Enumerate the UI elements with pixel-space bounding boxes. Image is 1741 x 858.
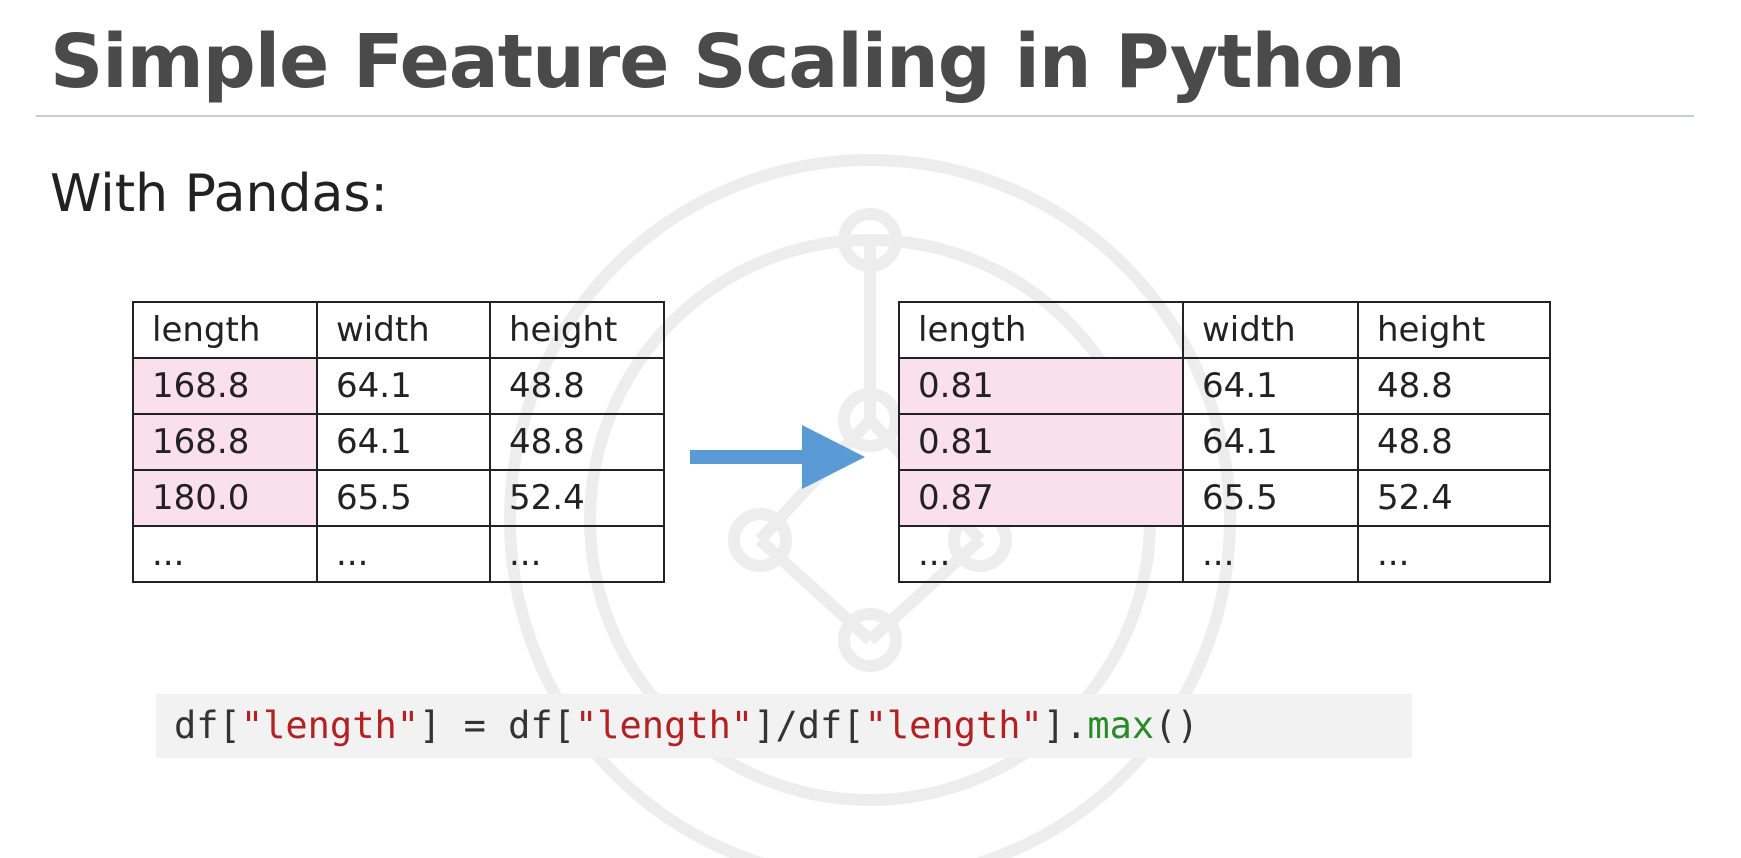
column-header: length: [132, 301, 318, 359]
code-token: ]/df[: [753, 704, 865, 747]
table-cell: ...: [316, 525, 491, 583]
column-header: width: [1182, 301, 1359, 359]
code-token: (): [1154, 704, 1199, 747]
column-header: height: [1357, 301, 1551, 359]
table-cell: ...: [1357, 525, 1551, 583]
column-header: height: [489, 301, 665, 359]
code-token: ] = df[: [419, 704, 575, 747]
table-row: 168.8 64.1 48.8: [132, 413, 665, 471]
table-cell-highlighted: 168.8: [132, 413, 318, 471]
table-cell-highlighted: 180.0: [132, 469, 318, 527]
table-cell: ...: [132, 525, 318, 583]
table-cell-highlighted: 0.81: [898, 357, 1184, 415]
column-header: length: [898, 301, 1184, 359]
title-divider: [36, 115, 1694, 117]
table-cell: ...: [898, 525, 1184, 583]
table-cell: 52.4: [489, 469, 665, 527]
table-row: 180.0 65.5 52.4: [132, 469, 665, 527]
code-snippet: df["length"] = df["length"]/df["length"]…: [156, 694, 1412, 758]
table-cell-highlighted: 0.87: [898, 469, 1184, 527]
table-cell: 48.8: [1357, 357, 1551, 415]
table-header-row: length width height: [132, 301, 665, 359]
table-row: 0.81 64.1 48.8: [898, 413, 1551, 471]
table-before-scaling: length width height 168.8 64.1 48.8 168.…: [132, 301, 665, 583]
table-row: ... ... ...: [898, 525, 1551, 583]
table-cell: 48.8: [489, 413, 665, 471]
code-token-string: "length": [864, 704, 1043, 747]
table-cell-highlighted: 0.81: [898, 413, 1184, 471]
right-arrow-icon: [690, 425, 865, 489]
table-after-scaling: length width height 0.81 64.1 48.8 0.81 …: [898, 301, 1551, 583]
table-cell: 64.1: [1182, 357, 1359, 415]
table-cell: 52.4: [1357, 469, 1551, 527]
table-cell: ...: [1182, 525, 1359, 583]
table-row: 168.8 64.1 48.8: [132, 357, 665, 415]
table-cell: 64.1: [316, 413, 491, 471]
slide-subtitle: With Pandas:: [50, 164, 388, 224]
table-cell: 48.8: [1357, 413, 1551, 471]
code-token-function: max: [1087, 704, 1155, 747]
column-header: width: [316, 301, 491, 359]
table-cell: ...: [489, 525, 665, 583]
table-row: 0.87 65.5 52.4: [898, 469, 1551, 527]
table-row: ... ... ...: [132, 525, 665, 583]
table-row: 0.81 64.1 48.8: [898, 357, 1551, 415]
table-cell: 64.1: [1182, 413, 1359, 471]
code-token-string: "length": [240, 704, 420, 747]
table-cell: 48.8: [489, 357, 665, 415]
code-token: ].: [1042, 704, 1088, 747]
code-token-string: "length": [574, 704, 754, 747]
table-cell: 64.1: [316, 357, 491, 415]
table-cell: 65.5: [1182, 469, 1359, 527]
table-cell: 65.5: [316, 469, 491, 527]
table-cell-highlighted: 168.8: [132, 357, 318, 415]
table-header-row: length width height: [898, 301, 1551, 359]
code-token: df[: [174, 704, 241, 747]
slide-title: Simple Feature Scaling in Python: [50, 19, 1406, 105]
